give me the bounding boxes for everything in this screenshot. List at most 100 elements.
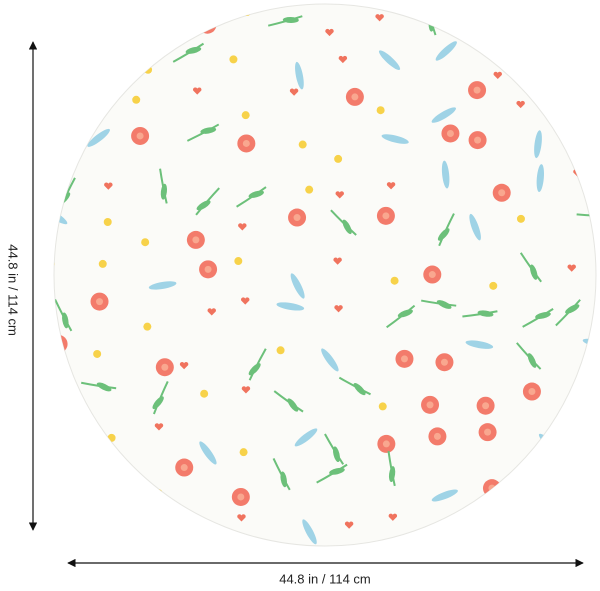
small-flower bbox=[305, 185, 314, 194]
flower bbox=[534, 529, 553, 546]
heart bbox=[375, 14, 384, 22]
leaf bbox=[248, 363, 261, 376]
flower-center bbox=[440, 358, 448, 366]
leaf bbox=[161, 18, 177, 28]
leaf bbox=[280, 471, 287, 488]
heart bbox=[105, 92, 115, 101]
leaf bbox=[529, 264, 538, 280]
heart bbox=[476, 5, 485, 14]
leaf bbox=[287, 398, 299, 412]
flower-center bbox=[136, 132, 144, 140]
small-flower bbox=[242, 8, 251, 17]
stem bbox=[80, 6, 111, 28]
heart bbox=[241, 386, 251, 394]
leaf bbox=[590, 85, 596, 94]
leaf bbox=[152, 396, 164, 410]
flower bbox=[202, 528, 221, 546]
leaf bbox=[441, 160, 450, 189]
leaf bbox=[569, 515, 595, 530]
leaf bbox=[148, 281, 177, 290]
leaf bbox=[290, 273, 305, 299]
leaf bbox=[465, 340, 494, 349]
small-flower bbox=[42, 97, 50, 105]
stem bbox=[145, 19, 181, 25]
leaf bbox=[538, 433, 560, 454]
flower-center bbox=[433, 432, 441, 440]
leaf bbox=[469, 213, 481, 241]
leaf bbox=[54, 429, 67, 439]
heart bbox=[338, 55, 348, 64]
leaf bbox=[199, 441, 217, 465]
leaf bbox=[196, 200, 211, 211]
leaf bbox=[378, 50, 401, 71]
small-flower bbox=[378, 402, 387, 411]
small-flower bbox=[229, 55, 238, 64]
small-flower bbox=[143, 322, 152, 331]
heart bbox=[179, 362, 189, 370]
heart bbox=[207, 308, 216, 316]
leaf bbox=[54, 68, 56, 81]
small-flower bbox=[489, 281, 498, 290]
heart bbox=[237, 514, 246, 522]
small-flower bbox=[442, 530, 451, 539]
small-flower bbox=[516, 214, 525, 223]
heart bbox=[581, 485, 590, 494]
heart bbox=[54, 474, 64, 482]
small-flower bbox=[98, 50, 107, 59]
leaf bbox=[397, 309, 413, 318]
leaf bbox=[567, 401, 596, 409]
flower bbox=[198, 15, 217, 34]
small-flower bbox=[98, 259, 107, 268]
leaf bbox=[532, 8, 547, 18]
flower-center bbox=[474, 136, 482, 144]
leaf bbox=[534, 130, 542, 159]
flower-center bbox=[208, 533, 216, 541]
small-flower bbox=[276, 346, 285, 355]
small-flower bbox=[107, 433, 116, 442]
leaf bbox=[437, 228, 450, 241]
heart bbox=[154, 423, 164, 431]
leaf bbox=[527, 353, 537, 368]
leaf bbox=[520, 475, 528, 491]
flower-center bbox=[203, 21, 211, 29]
leaf bbox=[565, 304, 580, 314]
leaf bbox=[160, 183, 168, 200]
height-label: 44.8 in / 114 cm bbox=[6, 244, 21, 336]
flower bbox=[54, 334, 68, 353]
small-flower bbox=[376, 106, 385, 115]
leaf bbox=[577, 35, 592, 61]
flower bbox=[54, 136, 58, 155]
flower-center bbox=[54, 18, 59, 26]
heart bbox=[335, 191, 344, 199]
stem bbox=[579, 137, 596, 155]
flower-center bbox=[87, 467, 95, 475]
flower-center bbox=[293, 214, 301, 222]
flower-center bbox=[351, 93, 359, 101]
width-label: 44.8 in / 114 cm bbox=[279, 571, 371, 586]
small-flower bbox=[241, 111, 250, 120]
leaf bbox=[248, 190, 264, 198]
stem bbox=[578, 80, 596, 105]
flower-center bbox=[45, 142, 52, 149]
flower bbox=[81, 462, 100, 481]
heart bbox=[567, 264, 576, 272]
leaf bbox=[321, 348, 339, 372]
heart bbox=[333, 257, 342, 265]
leaf bbox=[332, 446, 340, 463]
leaf bbox=[381, 134, 409, 144]
leaf bbox=[329, 467, 345, 475]
small-flower bbox=[200, 389, 209, 398]
small-flower bbox=[54, 259, 55, 268]
leaf bbox=[294, 428, 318, 447]
leaf bbox=[200, 127, 217, 134]
flower-center bbox=[180, 464, 188, 472]
small-flower bbox=[239, 448, 248, 457]
leaf bbox=[92, 11, 109, 19]
leaf bbox=[295, 61, 304, 90]
leaf bbox=[62, 312, 69, 329]
flower-center bbox=[482, 402, 490, 410]
flower-center bbox=[192, 236, 200, 244]
flower-center bbox=[161, 363, 169, 371]
